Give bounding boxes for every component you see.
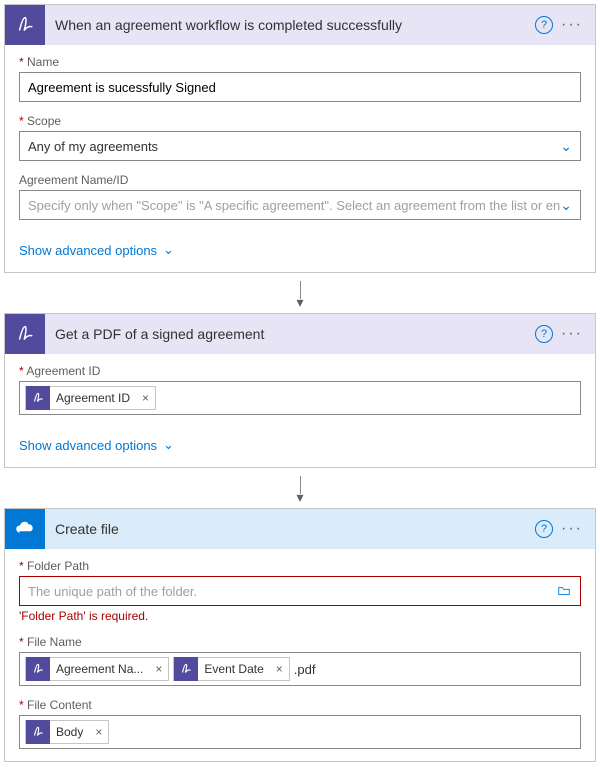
file-content-field: File Content Body × [19,698,581,749]
token-label: Agreement Na... [50,662,149,676]
card-title: When an agreement workflow is completed … [45,17,535,33]
agreement-id-field: Agreement ID Agreement ID × [19,364,581,415]
scope-select[interactable]: Any of my agreements ⌄ [19,131,581,161]
folder-path-label: Folder Path [19,559,581,573]
flow-connector: ▾ [4,273,596,313]
card-body: Name Scope Any of my agreements ⌄ Agreem… [5,45,595,232]
token-event-date[interactable]: Event Date × [173,657,289,681]
trigger-card: When an agreement workflow is completed … [4,4,596,273]
folder-picker-icon[interactable] [556,584,572,598]
adobe-sign-icon [174,657,198,681]
show-advanced-link[interactable]: Show advanced options ⌄ [5,427,188,467]
scope-field: Scope Any of my agreements ⌄ [19,114,581,161]
header-actions: ? ··· [535,16,595,34]
file-name-input[interactable]: Agreement Na... × Event Date × .pdf [19,652,581,686]
show-advanced-link[interactable]: Show advanced options ⌄ [5,232,188,272]
token-agreement-name[interactable]: Agreement Na... × [25,657,169,681]
onedrive-icon [5,509,45,549]
adobe-sign-icon [5,314,45,354]
more-menu[interactable]: ··· [555,16,589,34]
token-agreement-id[interactable]: Agreement ID × [25,386,156,410]
card-body: Folder Path The unique path of the folde… [5,549,595,761]
action-card-pdf: Get a PDF of a signed agreement ? ··· Ag… [4,313,596,468]
card-title: Create file [45,521,535,537]
token-label: Body [50,725,89,739]
chevron-down-icon: ⌄ [560,138,572,155]
adobe-sign-icon [26,386,50,410]
name-input[interactable] [19,72,581,102]
token-remove[interactable]: × [89,725,108,739]
scope-label: Scope [19,114,581,128]
adobe-sign-icon [5,5,45,45]
adobe-sign-icon [26,657,50,681]
more-menu[interactable]: ··· [555,520,589,538]
agreement-label: Agreement Name/ID [19,173,581,187]
file-content-input[interactable]: Body × [19,715,581,749]
card-header[interactable]: When an agreement workflow is completed … [5,5,595,45]
token-remove[interactable]: × [136,391,155,405]
name-label: Name [19,55,581,69]
card-header[interactable]: Get a PDF of a signed agreement ? ··· [5,314,595,354]
agreement-id-label: Agreement ID [19,364,581,378]
token-remove[interactable]: × [270,662,289,676]
more-menu[interactable]: ··· [555,325,589,343]
header-actions: ? ··· [535,520,595,538]
folder-error: 'Folder Path' is required. [19,609,581,623]
folder-path-input[interactable]: The unique path of the folder. [19,576,581,606]
chevron-down-icon: ⌄ [163,437,174,453]
folder-placeholder: The unique path of the folder. [28,584,197,599]
arrow-down-icon: ▾ [296,298,303,306]
filename-suffix: .pdf [294,662,316,677]
token-remove[interactable]: × [149,662,168,676]
file-content-label: File Content [19,698,581,712]
token-label: Event Date [198,662,269,676]
header-actions: ? ··· [535,325,595,343]
agreement-select[interactable]: Specify only when "Scope" is "A specific… [19,190,581,220]
help-icon[interactable]: ? [535,16,553,34]
file-name-label: File Name [19,635,581,649]
arrow-down-icon: ▾ [296,493,303,501]
help-icon[interactable]: ? [535,520,553,538]
agreement-field: Agreement Name/ID Specify only when "Sco… [19,173,581,220]
flow-connector: ▾ [4,468,596,508]
chevron-down-icon: ⌄ [560,197,572,214]
name-field: Name [19,55,581,102]
card-title: Get a PDF of a signed agreement [45,326,535,342]
help-icon[interactable]: ? [535,325,553,343]
action-card-create-file: Create file ? ··· Folder Path The unique… [4,508,596,762]
chevron-down-icon: ⌄ [163,242,174,258]
advanced-label: Show advanced options [19,243,157,258]
folder-path-field: Folder Path The unique path of the folde… [19,559,581,623]
agreement-placeholder: Specify only when "Scope" is "A specific… [28,198,560,213]
card-body: Agreement ID Agreement ID × [5,354,595,427]
token-body[interactable]: Body × [25,720,109,744]
card-header[interactable]: Create file ? ··· [5,509,595,549]
file-name-field: File Name Agreement Na... × Event Date × [19,635,581,686]
adobe-sign-icon [26,720,50,744]
token-label: Agreement ID [50,391,136,405]
advanced-label: Show advanced options [19,438,157,453]
scope-value: Any of my agreements [28,139,158,154]
agreement-id-input[interactable]: Agreement ID × [19,381,581,415]
